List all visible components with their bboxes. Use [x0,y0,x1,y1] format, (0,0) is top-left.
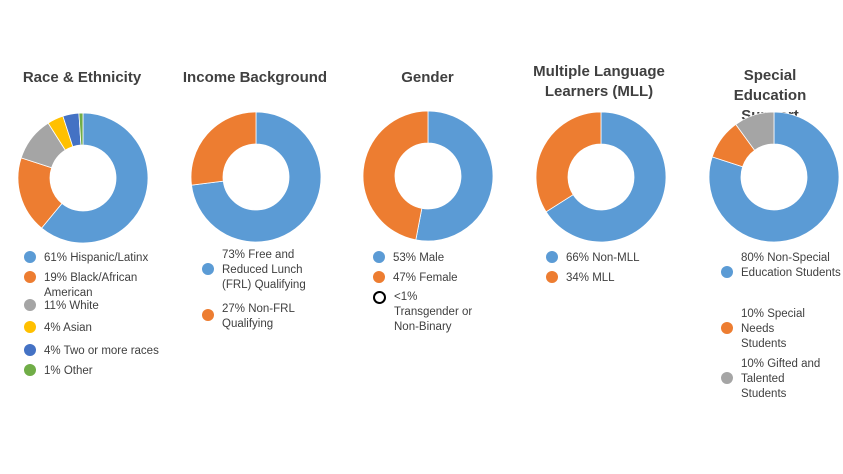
donut-slice [362,110,429,241]
legend-item: 47% Female [373,271,493,286]
legend-item: 4% Asian [24,321,164,336]
chart-special-education-support: Special Education Support 80% Non-Specia… [697,0,843,474]
legend-label: 4% Two or more races [44,345,159,357]
legend-item: 53% Male [373,251,493,266]
legend-item: 4% Two or more races [24,344,184,359]
legend-swatch [721,322,733,334]
chart-title: Gender [401,69,454,86]
legend-item: 34% MLL [546,271,676,286]
legend-swatch [721,266,733,278]
legend-item: <1% Transgender or Non-Binary [373,290,498,335]
donut-slice [78,112,84,146]
donut-slice [545,111,667,243]
legend-label: 47% Female [393,272,458,284]
legend-swatch [373,271,385,283]
legend-item: 80% Non-Special Education Students [721,251,843,281]
donut-slice [535,111,602,213]
legend-label: 27% Non-FRL Qualifying [222,303,295,330]
legend-swatch [24,251,36,263]
legend-item: 11% White [24,299,164,314]
legend-swatch [546,251,558,263]
donut-mll [535,111,667,243]
donut-slice [191,111,322,243]
chart-title: Multiple Language Learners (MLL) [533,63,665,100]
legend-label: 80% Non-Special Education Students [741,252,841,279]
chart-title: Race & Ethnicity [22,69,142,86]
legend-swatch [24,299,36,311]
legend-swatch [202,263,214,275]
legend-swatch [24,344,36,356]
legend-item: 10% Special Needs Students [721,307,843,352]
legend-item: 19% Black/African American [24,271,144,301]
donut-special-education [708,111,840,243]
legend-label: <1% Transgender or Non-Binary [394,291,473,333]
donut-slice [708,111,840,243]
legend-label: 10% Gifted and Talented Students [741,358,821,400]
legend-swatch [24,321,36,333]
donut-gender [362,110,494,242]
legend-item: 61% Hispanic/Latinx [24,251,164,266]
legend-swatch [546,271,558,283]
legend-swatch [721,372,733,384]
legend-label: 4% Asian [44,322,92,334]
chart-multiple-language-learners: Multiple Language Learners (MLL) 66% Non… [520,0,678,474]
legend-label: 34% MLL [566,272,615,284]
donut-slice [415,110,494,242]
chart-income-background: Income Background 73% Free and Reduced L… [172,0,338,474]
legend-swatch [373,291,386,304]
legend-item: 1% Other [24,364,164,379]
legend-item: 73% Free and Reduced Lunch (FRL) Qualify… [202,248,332,293]
legend-swatch [202,309,214,321]
chart-gender: Gender 53% Male 47% Female <1% Transgend… [355,0,500,474]
chart-race-ethnicity: Race & Ethnicity 61% Hispanic/Latinx 19%… [8,0,159,474]
legend-item: 10% Gifted and Talented Students [721,357,843,402]
legend-label: 73% Free and Reduced Lunch (FRL) Qualify… [222,249,306,291]
legend-label: 10% Special Needs Students [741,308,805,350]
legend-label: 53% Male [393,252,445,264]
donut-race-ethnicity [17,112,149,244]
donut-slice [41,112,149,244]
chart-title: Income Background [182,69,328,86]
legend-label: 66% Non-MLL [566,252,640,264]
legend-label: 19% Black/African American [44,272,138,299]
donut-income-background [190,111,322,243]
legend-label: 61% Hispanic/Latinx [44,252,149,264]
legend-label: 11% White [44,300,99,312]
legend-swatch [373,251,385,263]
legend-item: 66% Non-MLL [546,251,676,266]
legend-label: 1% Other [44,365,93,377]
legend-swatch [24,364,36,376]
legend-item: 27% Non-FRL Qualifying [202,302,332,332]
legend-swatch [24,271,36,283]
donut-slice [735,111,775,151]
donut-slice [190,111,257,186]
